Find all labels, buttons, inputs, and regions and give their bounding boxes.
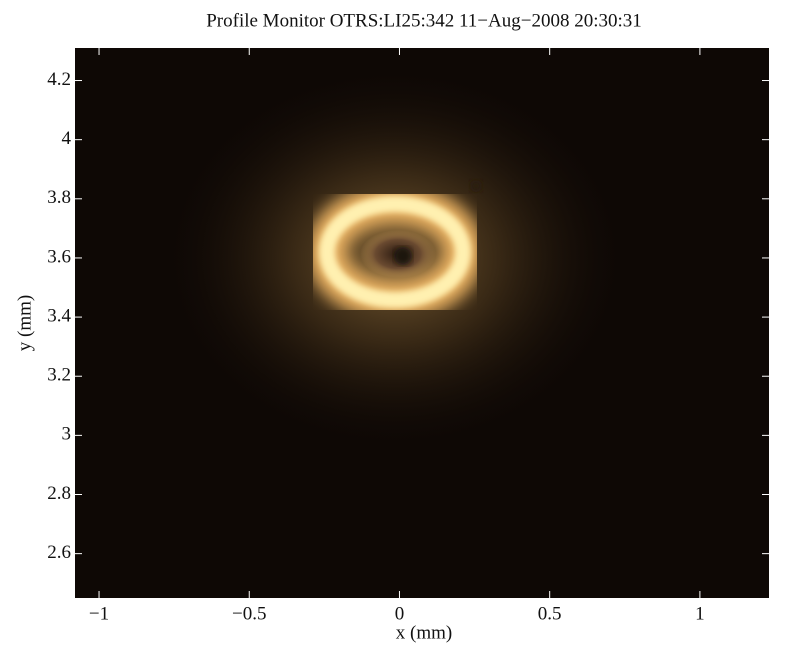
beam-image <box>75 48 769 598</box>
y-tick-label: 2.6 <box>47 542 71 563</box>
y-tick-label: 3 <box>62 424 72 445</box>
x-tick-label: −1 <box>89 603 109 624</box>
x-tick-label: 0 <box>395 603 405 624</box>
chart: Profile Monitor OTRS:LI25:342 11−Aug−200… <box>0 0 799 652</box>
x-tick-label: 1 <box>695 603 705 624</box>
y-tick-label: 4.2 <box>47 69 71 90</box>
x-axis-label: x (mm) <box>396 622 452 643</box>
y-tick-label: 3.4 <box>47 305 71 326</box>
y-tick-label: 2.8 <box>47 483 71 504</box>
y-tick-label: 3.8 <box>47 187 71 208</box>
y-tick-label: 3.6 <box>47 246 71 267</box>
x-tick-label: 0.5 <box>538 603 562 624</box>
y-tick-label: 4 <box>62 128 72 149</box>
x-tick-label: −0.5 <box>232 603 266 624</box>
chart-title: Profile Monitor OTRS:LI25:342 11−Aug−200… <box>206 10 642 31</box>
y-axis-label: y (mm) <box>14 295 35 351</box>
y-tick-label: 3.2 <box>47 365 71 386</box>
